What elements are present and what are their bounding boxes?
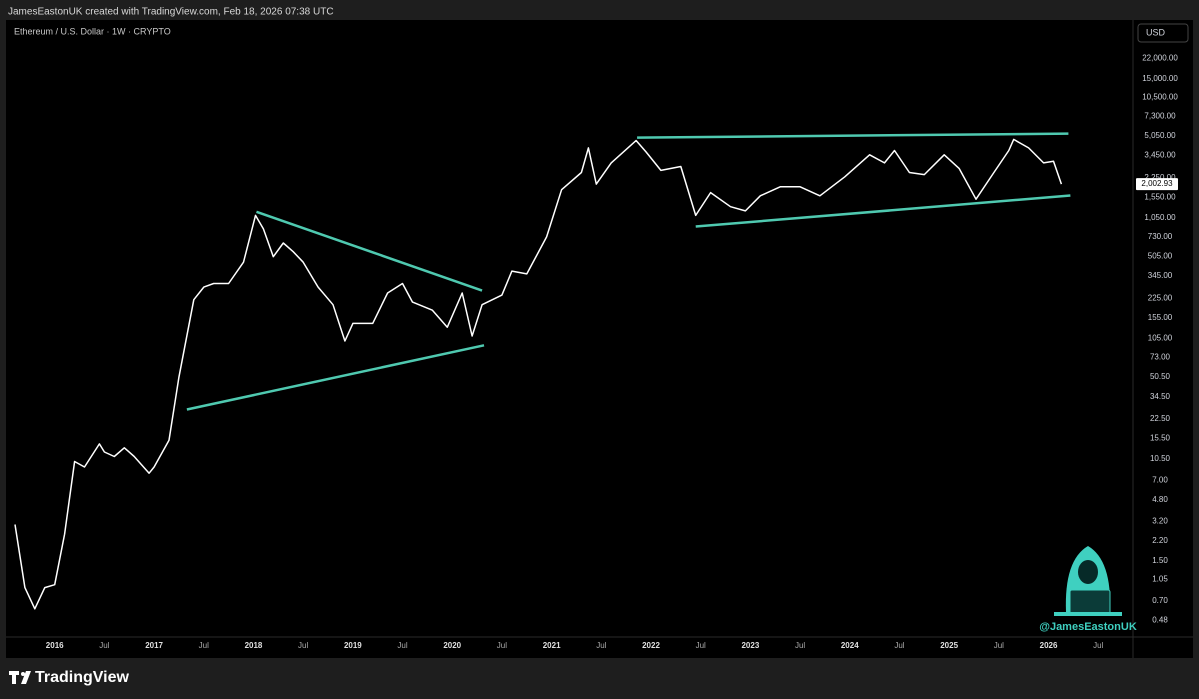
last-price-label: 2,002.93 xyxy=(1141,179,1173,188)
y-tick-label: 3.20 xyxy=(1152,516,1168,525)
y-tick-label: 50.50 xyxy=(1150,372,1171,381)
y-tick-label: 225.00 xyxy=(1148,294,1173,303)
x-tick-label: Jul xyxy=(696,641,706,650)
y-tick-label: 1.05 xyxy=(1152,575,1168,584)
y-tick-label: 22.50 xyxy=(1150,414,1171,423)
y-tick-label: 15.50 xyxy=(1150,434,1171,443)
handle: @JamesEastonUK xyxy=(1039,621,1137,633)
x-tick-label: Jul xyxy=(894,641,904,650)
x-tick-label: 2022 xyxy=(642,641,660,650)
y-tick-label: 155.00 xyxy=(1148,313,1173,322)
x-tick-label: 2024 xyxy=(841,641,859,650)
x-tick-label: 2019 xyxy=(344,641,362,650)
x-tick-label: 2026 xyxy=(1040,641,1058,650)
y-tick-label: 3,450.00 xyxy=(1144,151,1176,160)
x-tick-label: Jul xyxy=(1093,641,1103,650)
y-tick-label: 34.50 xyxy=(1150,392,1171,401)
y-tick-label: 10.50 xyxy=(1150,454,1171,463)
x-tick-label: 2021 xyxy=(543,641,561,650)
x-tick-label: Jul xyxy=(596,641,606,650)
credit: JamesEastonUK created with TradingView.c… xyxy=(8,7,334,18)
y-tick-label: 0.70 xyxy=(1152,596,1168,605)
x-tick-label: 2020 xyxy=(443,641,461,650)
y-tick-label: 7,300.00 xyxy=(1144,111,1176,120)
x-tick-label: Jul xyxy=(397,641,407,650)
x-tick-label: Jul xyxy=(199,641,209,650)
y-tick-label: 105.00 xyxy=(1148,334,1173,343)
avatar-logo xyxy=(1054,546,1122,616)
y-tick-label: 505.00 xyxy=(1148,251,1173,260)
y-tick-label: 1,550.00 xyxy=(1144,193,1176,202)
x-tick-label: 2016 xyxy=(46,641,64,650)
symbol-title: Ethereum / U.S. Dollar · 1W · CRYPTO xyxy=(14,26,171,36)
chart-panel xyxy=(6,20,1193,658)
x-tick-label: 2017 xyxy=(145,641,163,650)
trendline xyxy=(256,210,483,292)
last-price-box xyxy=(1136,178,1178,191)
x-tick-label: 2025 xyxy=(940,641,958,650)
currency-box[interactable] xyxy=(1137,23,1189,43)
x-tick-label: Jul xyxy=(298,641,308,650)
trendline xyxy=(186,344,485,411)
x-tick-label: Jul xyxy=(795,641,805,650)
price-line xyxy=(14,138,1063,610)
y-tick-label: 4.80 xyxy=(1152,495,1168,504)
y-tick-label: 345.00 xyxy=(1148,271,1173,280)
y-tick-label: 2.20 xyxy=(1152,536,1168,545)
x-tick-label: Jul xyxy=(99,641,109,650)
x-tick-label: Jul xyxy=(497,641,507,650)
x-tick-label: 2023 xyxy=(741,641,759,650)
brand-logo xyxy=(9,671,31,684)
x-tick-label: 2018 xyxy=(245,641,263,650)
brand: TradingView xyxy=(35,669,130,686)
y-tick-label: 15,000.00 xyxy=(1142,74,1178,83)
y-tick-label: 5,050.00 xyxy=(1144,131,1176,140)
y-tick-label: 1,050.00 xyxy=(1144,213,1176,222)
trendline xyxy=(637,132,1069,139)
y-tick-label: 0.48 xyxy=(1152,616,1168,625)
y-tick-label: 22,000.00 xyxy=(1142,54,1178,63)
y-tick-label: 7.00 xyxy=(1152,475,1168,484)
y-tick-label: 1.50 xyxy=(1152,556,1168,565)
y-tick-label: 2,250.00 xyxy=(1144,173,1176,182)
x-tick-label: Jul xyxy=(994,641,1004,650)
y-tick-label: 73.00 xyxy=(1150,353,1171,362)
y-tick-label: 10,500.00 xyxy=(1142,92,1178,101)
currency[interactable]: USD xyxy=(1146,27,1166,37)
trendline xyxy=(695,194,1071,228)
y-tick-label: 730.00 xyxy=(1148,232,1173,241)
